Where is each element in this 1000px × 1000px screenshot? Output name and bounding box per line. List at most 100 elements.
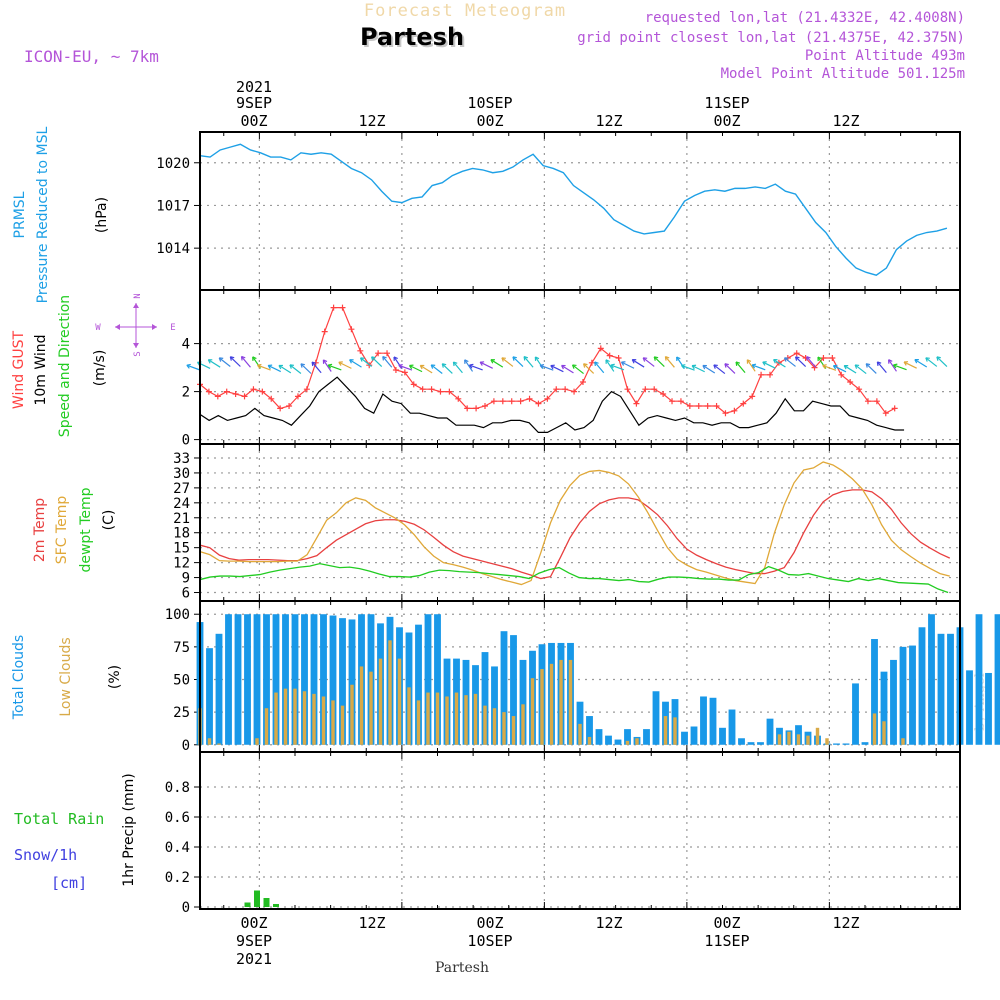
total-cloud-bar-30 [481, 652, 489, 745]
wind-arrow-24 [430, 364, 443, 375]
gust-marker-48 [624, 386, 631, 393]
precip-axis-label: 1hr Precip (mm) [121, 773, 137, 886]
low-cloud-bar-29 [473, 693, 478, 745]
wind-arrowhead-14 [327, 363, 333, 369]
bottom-tick-6: 12Z [832, 914, 859, 932]
wind-arrowhead-5 [240, 355, 246, 361]
total-cloud-bar-75 [909, 645, 916, 745]
low-cloud-bar-22 [407, 687, 411, 745]
gust-marker-43 [579, 379, 586, 385]
gust-marker-26 [428, 386, 435, 393]
total-cloud-bar-68 [842, 743, 850, 745]
total-cloud-bar-55 [719, 727, 726, 745]
wind-arrow-21 [398, 364, 413, 371]
low-cloud-bar-31 [492, 708, 497, 745]
wind-arrowhead-30 [490, 359, 495, 364]
wind-arrow-60 [795, 356, 807, 367]
total-cloud-bar-34 [519, 659, 527, 745]
wind-arrow-43 [621, 361, 635, 369]
wind-arrowhead-61 [806, 356, 811, 361]
wind-arrowhead-45 [642, 357, 648, 362]
wind-arrow-23 [419, 364, 433, 374]
ytick-label-2-9: 33 [173, 451, 190, 467]
wind-arrowhead-3 [218, 357, 224, 362]
wind-arrow-40 [594, 361, 605, 374]
gust-marker-77 [882, 410, 889, 417]
total-cloud-bar-82 [975, 614, 983, 745]
wind-arrow-74 [936, 356, 948, 368]
low-cloud-bar-18 [369, 671, 373, 745]
gust-marker-78 [891, 405, 898, 412]
total-cloud-bar-71 [871, 639, 878, 745]
wind-arrowhead-20 [393, 356, 398, 361]
temp-series-0 [199, 489, 951, 580]
ytick-label-4-4: 0.8 [165, 780, 190, 796]
wind-arrowhead-44 [631, 359, 637, 364]
wind-arrowhead-70 [892, 363, 898, 369]
gust-marker-73 [847, 379, 854, 385]
wind-arrow-36 [550, 365, 564, 373]
wind-arrow-11 [300, 363, 312, 374]
wind-arrow-54 [735, 361, 746, 374]
wind-arrowhead-18 [371, 356, 376, 361]
wind-arrowhead-47 [664, 356, 670, 361]
low-cloud-bar-7 [264, 708, 269, 745]
low-cloud-bar-25 [435, 692, 440, 745]
gust-marker-71 [829, 355, 836, 361]
gust-marker-76 [873, 398, 880, 405]
low-cloud-bar-20 [388, 640, 392, 745]
total-cloud-bar-57 [738, 738, 745, 745]
low-cloud-bar-27 [454, 692, 459, 745]
gust-marker-18 [357, 347, 364, 354]
wind-arrow-39 [583, 363, 595, 374]
total-cloud-bar-24 [424, 614, 432, 745]
wind-arrowhead-48 [676, 356, 681, 362]
total-cloud-bar-48 [652, 691, 660, 745]
wind-arrow-35 [539, 364, 554, 371]
wind-arrowhead-31 [501, 357, 506, 362]
wind-label: 10m Wind [33, 334, 49, 405]
wind-arrowhead-27 [464, 359, 469, 364]
low-cloud-bar-46 [635, 738, 639, 745]
gust-marker-30 [464, 405, 471, 412]
wind-arrow-22 [409, 364, 423, 373]
ytick-label-2-0: 6 [182, 586, 190, 602]
pressure-label-2: Pressure Reduced to MSL [35, 126, 51, 303]
compass-west: W [95, 323, 101, 333]
wind-arrowhead-57 [762, 361, 767, 366]
total-cloud-bar-45 [624, 729, 631, 745]
wind-arrowhead-50 [691, 364, 697, 370]
total-cloud-bar-41 [586, 716, 593, 745]
requested-coords: requested lon,lat (21.4332E, 42.4008N) [645, 10, 965, 26]
gust-marker-53 [669, 398, 676, 405]
pressure-line [199, 143, 948, 276]
gust-marker-2 [214, 393, 221, 400]
wind-arrowhead-59 [783, 357, 789, 362]
total-cloud-bar-1 [206, 648, 213, 745]
low-cloud-bar-14 [331, 700, 335, 745]
total-cloud-bar-11 [301, 614, 308, 745]
low-clouds-label: Low Clouds [58, 637, 74, 716]
wind-arrow-26 [452, 361, 463, 374]
wind-arrowhead-39 [583, 363, 588, 368]
gust-marker-22 [392, 367, 399, 373]
wind-arrow-69 [888, 359, 897, 372]
gust-marker-59 [722, 410, 729, 417]
cloud-unit: (%) [107, 665, 123, 689]
gust-marker-8 [268, 395, 275, 402]
ytick-label-2-1: 9 [182, 571, 190, 587]
ytick-label-2-6: 24 [173, 496, 190, 512]
wind-arrow-3 [218, 357, 231, 367]
total-cloud-bar-10 [291, 614, 299, 745]
gust-marker-15 [330, 304, 337, 311]
direction-label: Speed and Direction [57, 295, 73, 437]
gust-marker-6 [250, 386, 257, 393]
footer-location: Partesh [435, 960, 489, 976]
wind-arrow-46 [653, 356, 665, 367]
low-cloud-bar-39 [568, 659, 573, 745]
wind-line [199, 376, 905, 433]
gust-marker-41 [562, 386, 569, 393]
compass-rose: N S W E [95, 293, 175, 356]
gust-marker-62 [749, 393, 756, 400]
total-cloud-bar-58 [747, 742, 755, 745]
